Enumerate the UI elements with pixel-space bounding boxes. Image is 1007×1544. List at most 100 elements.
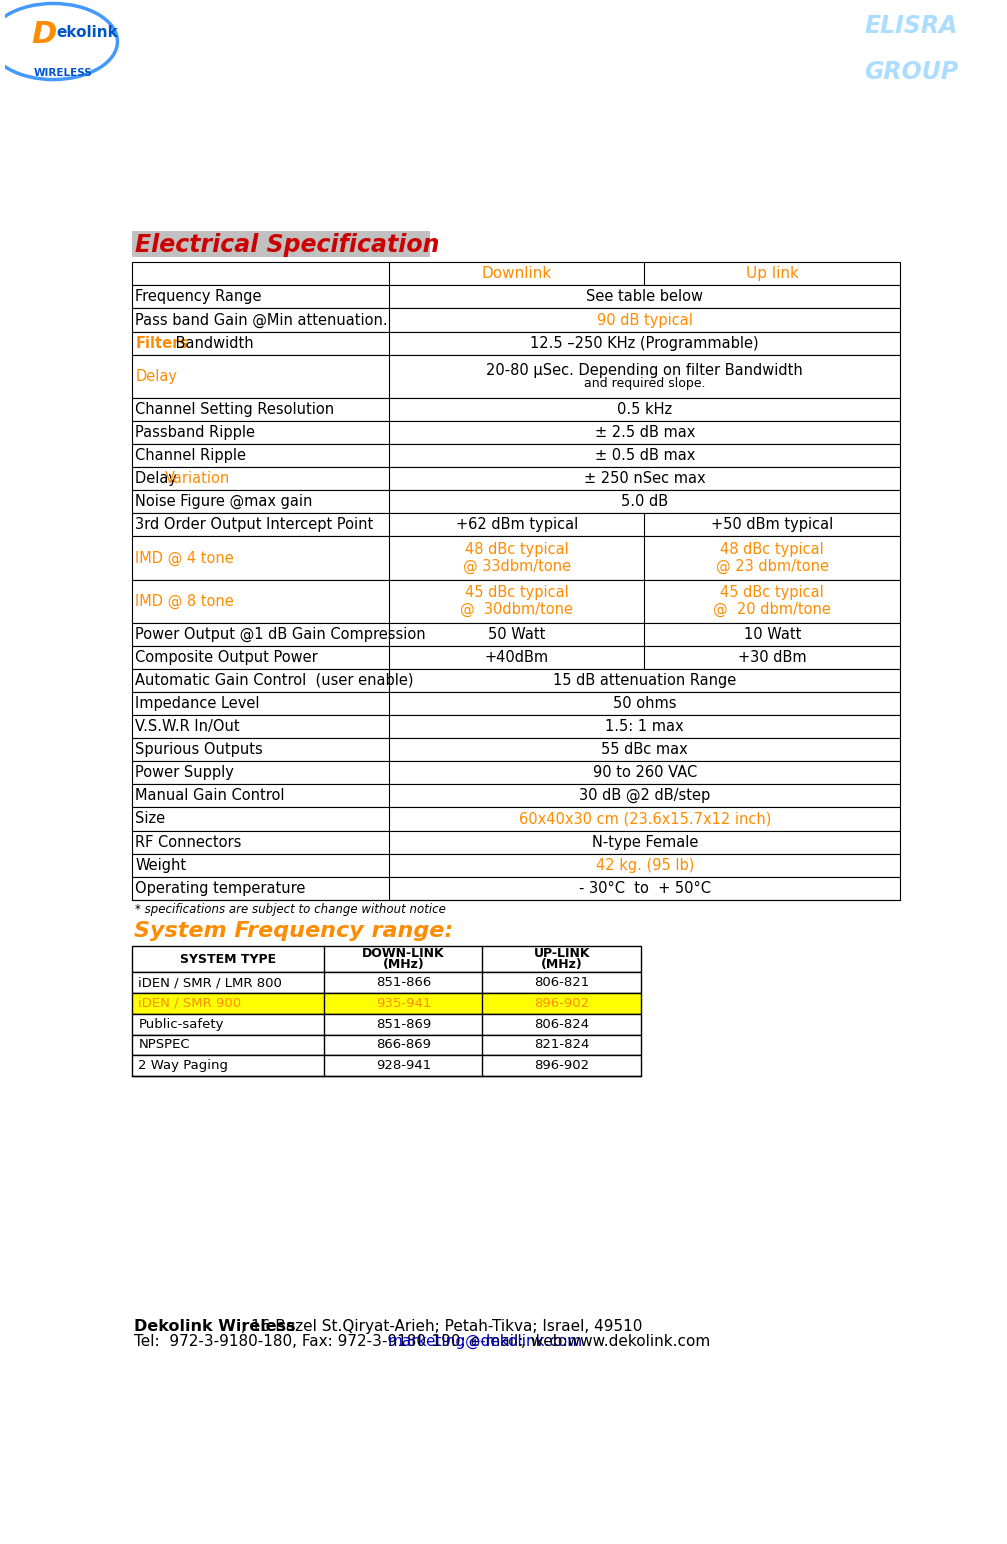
FancyBboxPatch shape (132, 645, 900, 669)
Text: 896-902: 896-902 (535, 997, 589, 1010)
FancyBboxPatch shape (132, 468, 900, 489)
FancyBboxPatch shape (132, 230, 430, 256)
FancyBboxPatch shape (132, 489, 900, 513)
FancyBboxPatch shape (132, 973, 641, 993)
Text: @  30dbm/tone: @ 30dbm/tone (460, 602, 573, 618)
FancyBboxPatch shape (132, 398, 900, 422)
Text: GROUP: GROUP (864, 60, 959, 85)
Text: 935-941: 935-941 (376, 997, 431, 1010)
Text: NPSPEC: NPSPEC (138, 1039, 190, 1051)
Text: 928-941: 928-941 (376, 1059, 431, 1072)
Text: 55 dBc max: 55 dBc max (601, 743, 688, 757)
Text: @ 33dbm/tone: @ 33dbm/tone (463, 559, 571, 574)
FancyBboxPatch shape (132, 808, 900, 831)
Text: IMD @ 4 tone: IMD @ 4 tone (135, 550, 234, 565)
Text: 60x40x30 cm (23.6x15.7x12 inch): 60x40x30 cm (23.6x15.7x12 inch) (519, 812, 771, 826)
Text: 851-869: 851-869 (376, 1017, 431, 1031)
FancyBboxPatch shape (132, 715, 900, 738)
FancyBboxPatch shape (132, 332, 900, 355)
FancyBboxPatch shape (132, 355, 900, 398)
Text: Up link: Up link (746, 266, 799, 281)
Text: N-type Female: N-type Female (591, 835, 698, 849)
Text: Passband Ripple: Passband Ripple (135, 425, 255, 440)
FancyBboxPatch shape (132, 309, 900, 332)
Text: Tel:  972-3-9180-180, Fax: 972-3-9180-190; e-mail:: Tel: 972-3-9180-180, Fax: 972-3-9180-190… (134, 1334, 523, 1349)
Text: RF Connectors: RF Connectors (135, 835, 242, 849)
Text: Variation: Variation (164, 471, 230, 486)
Text: ; 16 Bazel St.Qiryat-Arieh; Petah-Tikva; Israel, 49510: ; 16 Bazel St.Qiryat-Arieh; Petah-Tikva;… (241, 1319, 641, 1334)
FancyBboxPatch shape (132, 1056, 641, 1076)
Text: 1.5: 1 max: 1.5: 1 max (605, 720, 684, 733)
Text: +50 dBm typical: +50 dBm typical (711, 517, 834, 533)
Text: Noise Figure @max gain: Noise Figure @max gain (135, 494, 312, 510)
Text: Downlink: Downlink (481, 266, 552, 281)
FancyBboxPatch shape (132, 622, 900, 645)
FancyBboxPatch shape (132, 877, 900, 900)
FancyBboxPatch shape (132, 262, 900, 286)
FancyBboxPatch shape (132, 993, 641, 1014)
Text: 45 dBc typical: 45 dBc typical (465, 585, 569, 601)
Text: SYSTEM TYPE: SYSTEM TYPE (180, 953, 276, 965)
Text: (MHz): (MHz) (541, 957, 583, 971)
Text: @ 23 dbm/tone: @ 23 dbm/tone (716, 559, 829, 574)
FancyBboxPatch shape (132, 692, 900, 715)
Text: +62 dBm typical: +62 dBm typical (456, 517, 578, 533)
Text: 15 dB attenuation Range: 15 dB attenuation Range (553, 673, 736, 689)
FancyBboxPatch shape (132, 445, 900, 468)
FancyBboxPatch shape (132, 1034, 641, 1056)
Text: 48 dBc typical: 48 dBc typical (720, 542, 824, 557)
Text: Power Output @1 dB Gain Compression: Power Output @1 dB Gain Compression (135, 627, 426, 642)
Text: Channel Ripple: Channel Ripple (135, 448, 246, 463)
Text: Bandwidth: Bandwidth (171, 335, 254, 350)
Text: iDEN / SMR 900: iDEN / SMR 900 (138, 997, 242, 1010)
Text: 806-821: 806-821 (534, 976, 589, 990)
FancyBboxPatch shape (132, 1014, 641, 1034)
Text: 42 kg. (95 lb): 42 kg. (95 lb) (595, 857, 694, 872)
Text: 806-824: 806-824 (535, 1017, 589, 1031)
Text: 90 to 260 VAC: 90 to 260 VAC (592, 766, 697, 780)
Text: 48 dBc typical: 48 dBc typical (465, 542, 569, 557)
FancyBboxPatch shape (132, 784, 900, 808)
Text: +40dBm: +40dBm (484, 650, 549, 665)
Text: Electrical Specification: Electrical Specification (135, 233, 440, 256)
Text: 2 Way Paging: 2 Way Paging (138, 1059, 229, 1072)
Text: 30 dB @2 dB/step: 30 dB @2 dB/step (579, 789, 710, 803)
Text: marketing@dekolink.com: marketing@dekolink.com (388, 1334, 583, 1349)
FancyBboxPatch shape (132, 579, 900, 622)
Text: D: D (32, 20, 57, 49)
Text: @  20 dbm/tone: @ 20 dbm/tone (713, 602, 831, 618)
Text: Public-safety: Public-safety (138, 1017, 224, 1031)
Text: 0.5 kHz: 0.5 kHz (617, 401, 673, 417)
FancyBboxPatch shape (132, 286, 900, 309)
Text: 821-824: 821-824 (534, 1039, 589, 1051)
Text: , web:www.dekolink.com: , web:www.dekolink.com (522, 1334, 710, 1349)
Text: V.S.W.R In/Out: V.S.W.R In/Out (135, 720, 240, 733)
Text: 50 ohms: 50 ohms (613, 696, 677, 710)
FancyBboxPatch shape (132, 761, 900, 784)
Text: Pass band Gain @Min attenuation.: Pass band Gain @Min attenuation. (135, 312, 388, 327)
Text: Filters: Filters (135, 335, 188, 350)
Text: ekolink: ekolink (56, 25, 118, 40)
Text: Size: Size (135, 812, 165, 826)
Text: IMD @ 8 tone: IMD @ 8 tone (135, 593, 234, 608)
Text: Composite Output Power: Composite Output Power (135, 650, 318, 665)
Text: 851-866: 851-866 (376, 976, 431, 990)
Text: ELISRA: ELISRA (865, 14, 958, 39)
Text: 10 Watt: 10 Watt (743, 627, 801, 642)
Text: +30 dBm: +30 dBm (738, 650, 807, 665)
FancyBboxPatch shape (132, 854, 900, 877)
Text: Weight: Weight (135, 857, 186, 872)
FancyBboxPatch shape (132, 946, 641, 973)
Text: (MHz): (MHz) (383, 957, 424, 971)
Text: Impedance Level: Impedance Level (135, 696, 260, 710)
Text: Frequency Range: Frequency Range (135, 289, 262, 304)
Text: 866-869: 866-869 (376, 1039, 431, 1051)
FancyBboxPatch shape (132, 536, 900, 579)
Text: 45 dBc typical: 45 dBc typical (720, 585, 824, 601)
FancyBboxPatch shape (132, 669, 900, 692)
Text: Delay: Delay (135, 369, 177, 384)
FancyBboxPatch shape (132, 831, 900, 854)
FancyBboxPatch shape (132, 422, 900, 445)
Text: * specifications are subject to change without notice: * specifications are subject to change w… (135, 903, 446, 916)
Text: Operating temperature: Operating temperature (135, 880, 305, 896)
